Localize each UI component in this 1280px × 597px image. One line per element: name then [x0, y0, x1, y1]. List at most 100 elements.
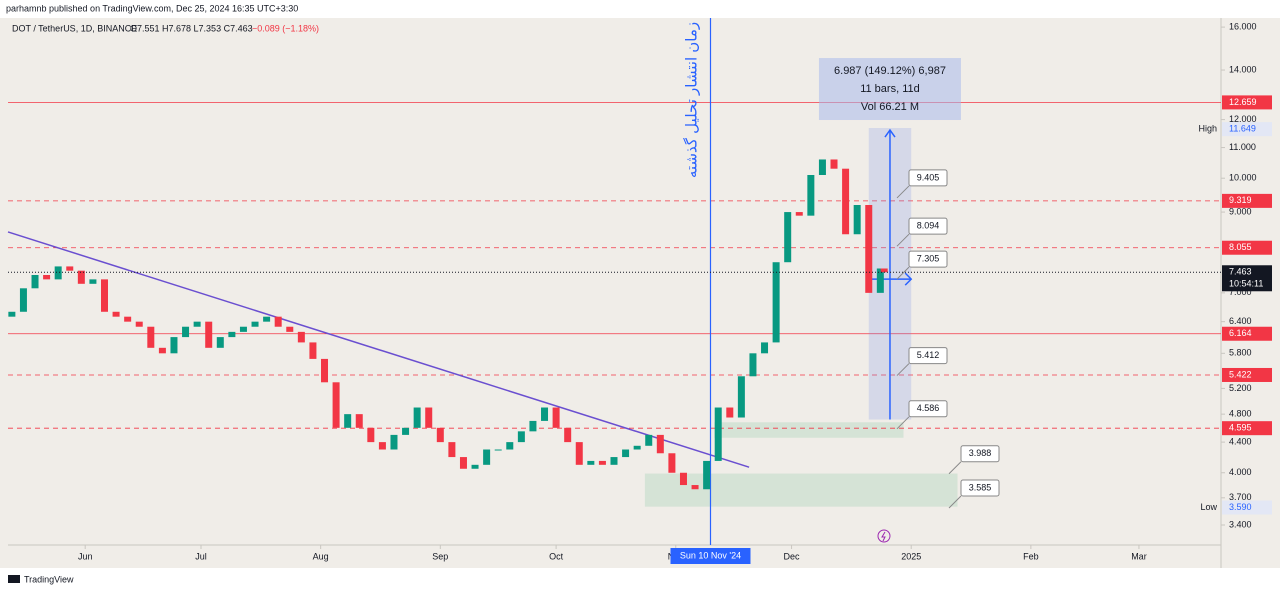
candle-body [332, 382, 340, 428]
callout-label: 9.405 [917, 172, 940, 182]
high-value: 11.649 [1229, 124, 1256, 134]
level-price-box [1222, 193, 1272, 208]
candle-body [656, 434, 664, 454]
callout-label: 7.305 [917, 254, 940, 264]
callout-label: 5.412 [917, 350, 940, 360]
callout-box [960, 479, 1000, 497]
candle-body [66, 266, 74, 271]
y-tick-label: 14.000 [1229, 64, 1257, 74]
candle-body [448, 442, 456, 458]
candle-body [726, 407, 734, 418]
y-tick-label: 4.800 [1229, 409, 1252, 419]
callout-label: 8.094 [917, 221, 940, 231]
candle-body [170, 337, 178, 354]
candle-body [205, 321, 213, 348]
candle-body [286, 326, 294, 332]
y-tick-label: 4.000 [1229, 467, 1252, 477]
candle-body [552, 407, 560, 428]
callout-box [960, 445, 1000, 463]
candle-body [100, 279, 108, 312]
level-price-label: 8.055 [1229, 242, 1252, 252]
candle-body [494, 449, 502, 451]
candle-body [529, 420, 537, 432]
candle-body [158, 347, 166, 354]
level-price-label: 9.319 [1229, 195, 1252, 205]
candle-body [471, 464, 479, 469]
candle-body [251, 321, 259, 327]
x-tick-label: Mar [1131, 551, 1147, 561]
candle-body [309, 342, 317, 359]
candle-body [749, 353, 757, 377]
tradingview-logo: TradingView [8, 574, 74, 584]
logo-icon [8, 575, 20, 583]
candle-body [413, 407, 421, 428]
candle-body [89, 279, 97, 284]
last-price-box [1222, 265, 1272, 292]
candle-body [297, 331, 305, 343]
last-price-label: 7.463 [1229, 267, 1252, 277]
callout-leader [896, 416, 910, 430]
y-tick-label: 3.400 [1229, 519, 1252, 529]
level-price-label: 5.422 [1229, 369, 1252, 379]
candle-body [880, 268, 888, 273]
y-tick-label: 10.000 [1229, 173, 1257, 183]
callout-leader [948, 495, 962, 509]
symbol: DOT / TetherUS, 1D, BINANCE [12, 23, 137, 33]
candle-body [77, 270, 85, 284]
candle-body [714, 407, 722, 461]
candle-body [761, 342, 769, 354]
y-tick-label: 5.800 [1229, 348, 1252, 358]
zone [644, 473, 958, 507]
measure-label: Vol 66.21 M [861, 101, 919, 113]
candle-body [402, 427, 410, 435]
level-price-box [1222, 240, 1272, 255]
candle-body [633, 445, 641, 450]
trendline [7, 231, 750, 468]
x-tick-label: Aug [313, 551, 329, 561]
low-label: Low [1200, 502, 1217, 512]
footer: TradingView [24, 574, 74, 584]
callout-box [908, 250, 948, 268]
y-tick-label: 12.000 [1229, 114, 1257, 124]
candle-body [8, 311, 16, 317]
callout-leader [896, 363, 910, 376]
candle-body [830, 159, 838, 169]
candle-body [135, 321, 143, 327]
measure-arrow-head [884, 128, 896, 138]
candle-body [425, 407, 433, 428]
y-tick-label: 5.200 [1229, 383, 1252, 393]
candle-body [182, 326, 190, 338]
level-price-label: 6.164 [1229, 328, 1252, 338]
candle-body [598, 460, 606, 465]
y-tick-label: 3.700 [1229, 492, 1252, 502]
level-price-box [1222, 95, 1272, 110]
candle-body [541, 407, 549, 421]
candle-body [842, 168, 850, 235]
marker-time-box [670, 548, 751, 564]
y-tick-label: 7.000 [1229, 287, 1252, 297]
icon-bolt [881, 531, 886, 542]
callout-box [908, 400, 948, 418]
measure-label: 6.987 (149.12%) 6,987 [834, 65, 946, 77]
candle-body [679, 472, 687, 486]
high-box [1222, 122, 1272, 137]
candle-body [645, 434, 653, 446]
change: −0.089 (−1.18%) [252, 23, 319, 33]
level-price-label: 4.595 [1229, 423, 1252, 433]
x-tick-label: 2025 [901, 551, 921, 561]
candle-body [818, 159, 826, 176]
candle-body [344, 414, 352, 428]
candle-body [43, 274, 51, 280]
y-tick-label: 11.000 [1229, 142, 1256, 152]
candle-body [610, 457, 618, 465]
candle-body [459, 457, 467, 469]
callout-label: 3.585 [969, 482, 992, 492]
candle-body [795, 212, 803, 216]
candle-body [31, 274, 39, 289]
candle-body [124, 316, 132, 322]
measure-mid-head [904, 272, 913, 286]
level-price-label: 12.659 [1229, 97, 1257, 107]
low-box [1222, 500, 1272, 515]
